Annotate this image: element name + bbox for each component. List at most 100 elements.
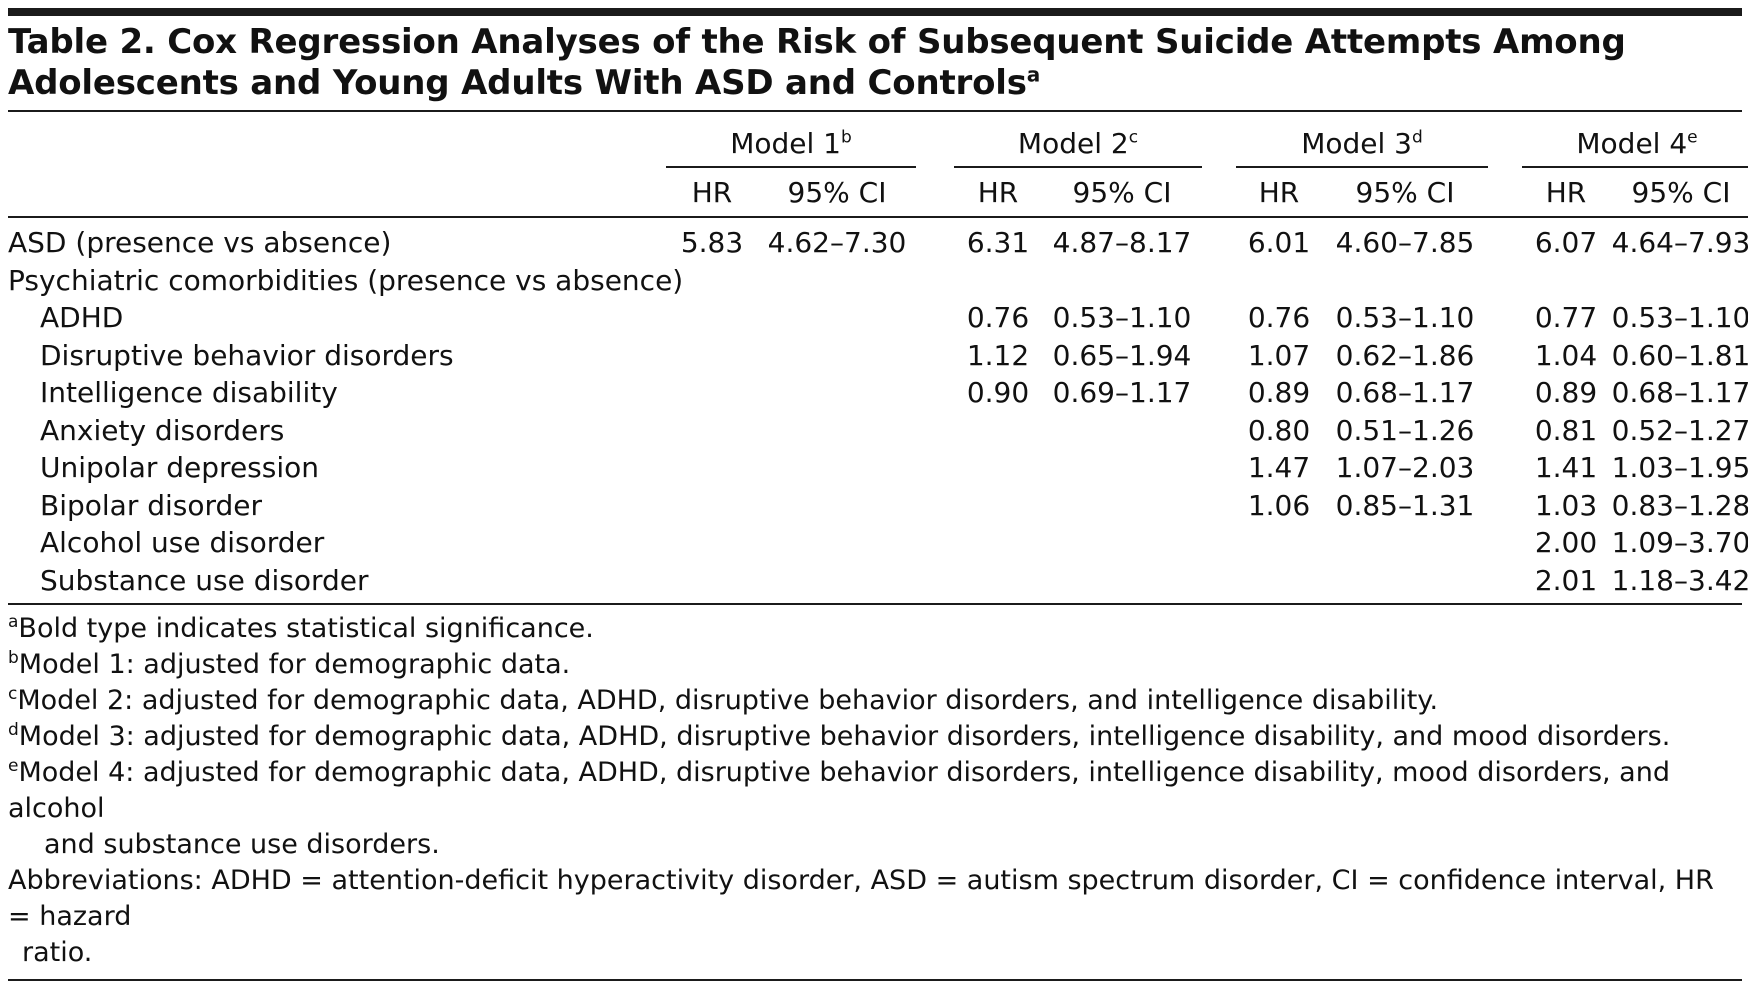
- footnote-mark: a: [8, 612, 19, 632]
- table-row: Anxiety disorders 0.80 0.51–1.26 0.81 0.52–1…: [8, 412, 1748, 450]
- row-label: Unipolar depression: [40, 451, 320, 485]
- table-bottom-rule: [8, 603, 1742, 605]
- ci-value: 4.60–7.85: [1335, 226, 1475, 260]
- ci-value: 0.85–1.31: [1335, 488, 1475, 522]
- table-title: Table 2. Cox Regression Analyses of the …: [8, 22, 1742, 104]
- hr-value: 1.41: [1534, 451, 1598, 485]
- footnote: aBold type indicates statistical signifi…: [8, 611, 1742, 647]
- ci-value: [1042, 412, 1202, 450]
- ci-value: [758, 562, 916, 604]
- hr-value: [666, 299, 758, 337]
- ci-value: [1042, 487, 1202, 525]
- footnote-text: Model 2: adjusted for demographic data, …: [17, 685, 1439, 716]
- row-label: Substance use disorder: [40, 563, 369, 597]
- ci-value: [1042, 262, 1202, 300]
- table-row: ASD (presence vs absence) 5.83 4.62–7.30 6.…: [8, 217, 1748, 262]
- ci-value: [1042, 449, 1202, 487]
- hr-value: [666, 337, 758, 375]
- footnote-text: Bold type indicates statistical signific…: [18, 613, 594, 644]
- footnote-text: Model 4: adjusted for demographic data, …: [8, 757, 1670, 824]
- ci-header: 95% CI: [758, 167, 916, 218]
- data-table: Model 1b Model 2c Model 3d Model 4e HR 9…: [8, 112, 1748, 603]
- hr-value: 1.04: [1534, 338, 1598, 372]
- footnote-continuation: and substance use disorders.: [44, 829, 440, 860]
- ci-value: [758, 487, 916, 525]
- table-row: Disruptive behavior disorders 1.12 0.65–1.…: [8, 337, 1748, 375]
- footnote-text: Model 3: adjusted for demographic data, …: [18, 721, 1671, 752]
- hr-value: 1.06: [1247, 488, 1311, 522]
- hr-value: [954, 562, 1042, 604]
- abbreviations-line-2: ratio.: [22, 937, 93, 968]
- ci-value: 1.07–2.03: [1335, 451, 1475, 485]
- ci-value: [758, 449, 916, 487]
- ci-value: [1322, 562, 1488, 604]
- ci-value: 0.53–1.10: [1052, 301, 1192, 335]
- hr-value: 1.47: [1247, 451, 1311, 485]
- row-label: Bipolar disorder: [40, 488, 263, 522]
- top-rule: [8, 8, 1742, 16]
- ci-value: [758, 412, 916, 450]
- ci-value: [758, 337, 916, 375]
- hr-value: [666, 524, 758, 562]
- hr-value: [666, 562, 758, 604]
- hr-header: HR: [1522, 167, 1610, 218]
- hr-value: 0.81: [1534, 413, 1598, 447]
- hr-value: [1236, 524, 1322, 562]
- hr-value: 2.01: [1534, 563, 1598, 597]
- ci-value: 0.83–1.28: [1611, 488, 1748, 522]
- ci-value: 4.87–8.17: [1052, 226, 1192, 260]
- footnote-mark: d: [8, 720, 19, 740]
- ci-value: [1610, 262, 1748, 300]
- ci-value: 0.68–1.17: [1335, 376, 1475, 410]
- row-label: Disruptive behavior disorders: [40, 338, 454, 372]
- hr-value: 0.76: [1247, 301, 1311, 335]
- ci-value: 4.64–7.93: [1611, 226, 1748, 260]
- ci-value: 0.52–1.27: [1611, 413, 1748, 447]
- ci-value: 0.68–1.17: [1611, 376, 1748, 410]
- footnote-text: Model 1: adjusted for demographic data.: [18, 649, 571, 680]
- ci-value: [1322, 262, 1488, 300]
- ci-header: 95% CI: [1610, 167, 1748, 218]
- hr-value: [666, 487, 758, 525]
- ci-value: 1.09–3.70: [1611, 526, 1748, 560]
- hr-value: 2.00: [1534, 526, 1598, 560]
- hr-value: 1.07: [1247, 338, 1311, 372]
- ci-value: 0.69–1.17: [1052, 376, 1192, 410]
- hr-value: [666, 412, 758, 450]
- footnote-mark: c: [8, 684, 18, 704]
- hr-value: 5.83: [680, 226, 744, 260]
- ci-value: 0.51–1.26: [1335, 413, 1475, 447]
- hr-value: 0.89: [1534, 376, 1598, 410]
- row-label: ADHD: [40, 301, 124, 335]
- ci-value: 4.62–7.30: [767, 226, 907, 260]
- hr-value: 0.77: [1534, 301, 1598, 335]
- hr-value: 0.90: [966, 376, 1030, 410]
- hr-value: 6.07: [1534, 226, 1598, 260]
- ci-value: 0.62–1.86: [1335, 338, 1475, 372]
- footnote-mark: e: [8, 756, 19, 776]
- hr-value: [954, 412, 1042, 450]
- hr-value: 0.89: [1247, 376, 1311, 410]
- hr-header: HR: [1236, 167, 1322, 218]
- hr-value: [1522, 262, 1610, 300]
- ci-value: [758, 524, 916, 562]
- hr-value: [666, 374, 758, 412]
- table-page: Table 2. Cox Regression Analyses of the …: [0, 8, 1748, 981]
- row-label: ASD (presence vs absence): [8, 226, 392, 260]
- hr-value: [666, 449, 758, 487]
- hr-header: HR: [666, 167, 758, 218]
- abbreviations-line-1: Abbreviations: ADHD = attention-deficit …: [8, 865, 1714, 932]
- hr-value: 1.12: [966, 338, 1030, 372]
- abbreviations: Abbreviations: ADHD = attention-deficit …: [8, 863, 1742, 971]
- hr-value: 0.80: [1247, 413, 1311, 447]
- table-row: Substance use disorder 2.01 1.18–3.42: [8, 562, 1748, 604]
- ci-value: [758, 374, 916, 412]
- table-title-text: Table 2. Cox Regression Analyses of the …: [8, 22, 1626, 103]
- footnote-mark: b: [8, 648, 19, 668]
- hr-value: 0.76: [966, 301, 1030, 335]
- row-label: Intelligence disability: [40, 376, 338, 410]
- hr-value: [1236, 562, 1322, 604]
- ci-value: 1.03–1.95: [1611, 451, 1748, 485]
- hr-value: [954, 262, 1042, 300]
- hr-value: [954, 487, 1042, 525]
